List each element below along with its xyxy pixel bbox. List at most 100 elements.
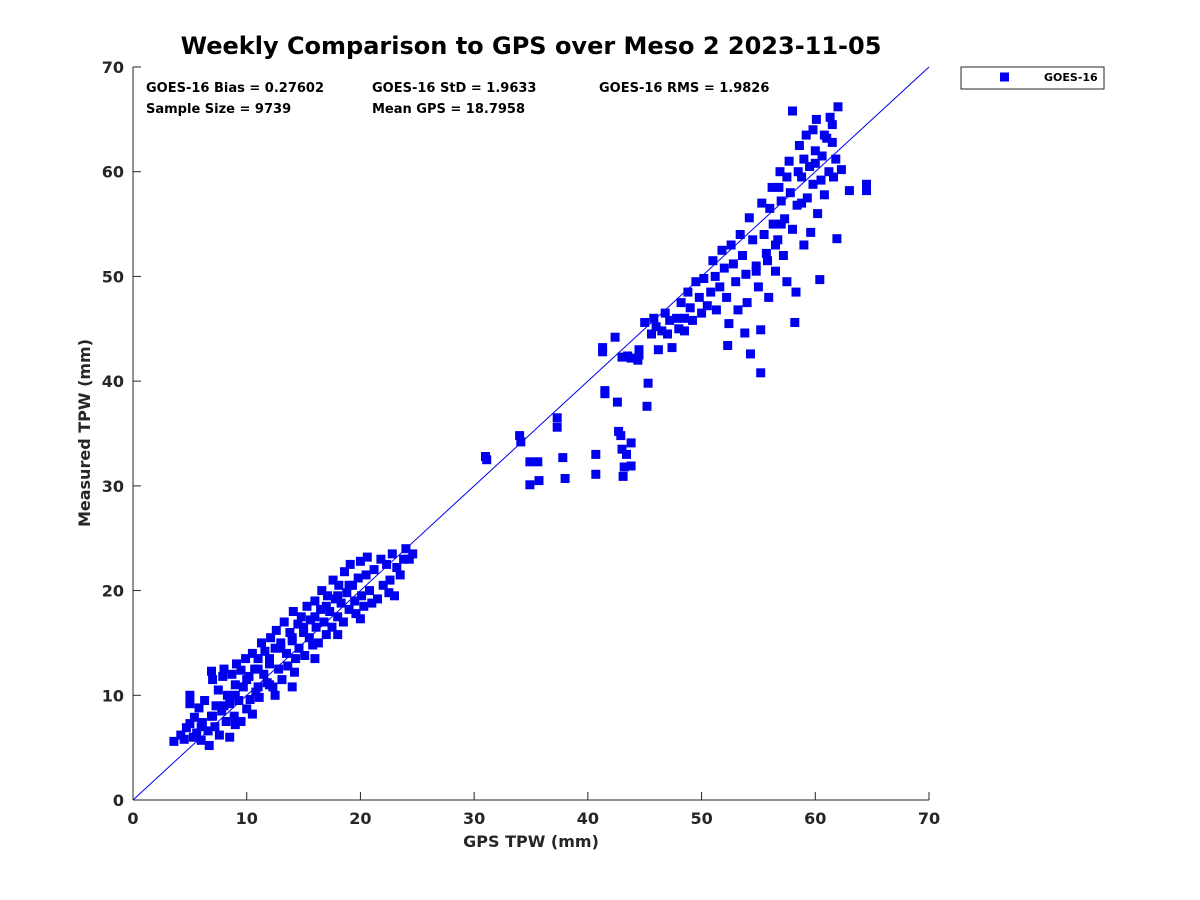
data-point-135	[196, 722, 206, 732]
data-point-126	[253, 664, 263, 674]
data-point-30	[227, 669, 237, 679]
data-point-71	[302, 601, 312, 611]
data-point-225	[748, 235, 758, 245]
data-point-215	[728, 259, 738, 269]
data-point-177	[634, 350, 644, 360]
data-point-205	[708, 256, 718, 266]
data-point-217	[733, 305, 743, 315]
data-point-212	[723, 341, 733, 350]
data-point-283	[808, 125, 818, 135]
legend-box	[960, 66, 1105, 90]
data-point-160	[598, 343, 608, 353]
data-point-8	[189, 712, 199, 722]
data-point-196	[683, 287, 693, 297]
data-point-46	[254, 692, 264, 702]
data-point-85	[328, 575, 338, 585]
y-tick-label-7: 70	[102, 58, 124, 77]
data-point-93	[344, 604, 354, 614]
data-point-120	[253, 682, 263, 692]
data-point-203	[702, 301, 712, 311]
data-point-15	[204, 741, 214, 750]
data-point-98	[353, 573, 363, 583]
data-point-218	[735, 230, 745, 239]
data-point-179	[640, 318, 650, 327]
y-axis-label: Measured TPW (mm)	[75, 339, 94, 527]
data-point-174	[626, 438, 636, 448]
data-point-47	[257, 638, 266, 648]
data-point-76	[311, 622, 321, 632]
data-point-129	[287, 633, 297, 643]
data-point-244	[784, 156, 794, 166]
data-point-191	[672, 313, 682, 323]
data-point-206	[710, 271, 720, 281]
data-point-22	[214, 730, 224, 740]
data-point-243	[782, 277, 792, 287]
y-tick-label-6: 60	[102, 163, 124, 182]
x-tick-label-2: 20	[349, 809, 371, 828]
data-point-96	[350, 596, 360, 606]
data-point-198	[688, 315, 697, 325]
data-point-252	[797, 172, 807, 182]
data-points	[169, 102, 871, 750]
data-point-151	[533, 457, 543, 467]
data-point-67	[294, 643, 304, 653]
data-point-106	[369, 565, 379, 575]
data-point-180	[642, 401, 652, 411]
data-point-262	[815, 275, 825, 285]
data-point-121	[265, 680, 274, 690]
data-point-89	[336, 598, 346, 608]
data-point-44	[251, 687, 261, 697]
data-point-182	[647, 329, 656, 339]
data-point-147	[515, 431, 525, 441]
data-point-259	[810, 146, 820, 156]
data-point-103	[362, 552, 372, 562]
stat-rms: GOES-16 RMS = 1.9826	[599, 81, 769, 96]
data-point-239	[775, 167, 785, 177]
data-point-119	[408, 549, 418, 559]
data-point-276	[862, 179, 871, 189]
data-point-197	[685, 303, 695, 313]
data-point-176	[633, 355, 643, 365]
data-point-102	[361, 570, 371, 580]
x-axis-label: GPS TPW (mm)	[463, 832, 599, 851]
data-point-64	[288, 607, 298, 616]
data-point-238	[773, 235, 783, 245]
y-tick-label-0: 0	[113, 791, 124, 810]
data-point-141	[290, 667, 299, 677]
data-point-284	[819, 130, 829, 140]
data-point-27	[222, 690, 232, 700]
axes: 0 10 20 30 40 50 60 70 0 10 20 30 40 50 60 70	[102, 58, 940, 828]
data-point-164	[612, 397, 622, 407]
data-point-128	[276, 643, 286, 653]
data-point-181	[643, 378, 653, 388]
data-point-285	[827, 120, 837, 130]
data-point-100	[357, 591, 367, 601]
data-point-155	[558, 453, 568, 463]
data-point-255	[802, 193, 812, 203]
data-point-251	[794, 141, 804, 150]
data-point-144	[230, 720, 240, 730]
stat-sample-size: Sample Size = 9739	[146, 102, 291, 117]
data-point-4	[185, 719, 195, 729]
data-point-201	[697, 308, 707, 318]
data-point-210	[719, 263, 729, 273]
data-point-87	[333, 612, 343, 622]
data-point-5	[185, 699, 195, 709]
chart-title: Weekly Comparison to GPS over Meso 2 202…	[181, 32, 882, 60]
data-point-241	[778, 251, 788, 260]
data-point-88	[334, 580, 344, 590]
data-point-69	[299, 628, 309, 637]
data-point-10	[194, 703, 204, 713]
data-point-190	[667, 343, 677, 353]
data-point-258	[808, 179, 818, 189]
data-point-90	[338, 617, 348, 627]
data-point-33	[232, 659, 241, 669]
data-point-184	[651, 322, 661, 332]
data-point-194	[680, 313, 689, 323]
data-point-57	[276, 638, 286, 648]
x-tick-label-6: 60	[804, 809, 826, 828]
data-point-288	[771, 240, 780, 250]
data-point-229	[756, 368, 766, 378]
data-point-35	[236, 717, 246, 726]
data-point-20	[211, 701, 221, 711]
